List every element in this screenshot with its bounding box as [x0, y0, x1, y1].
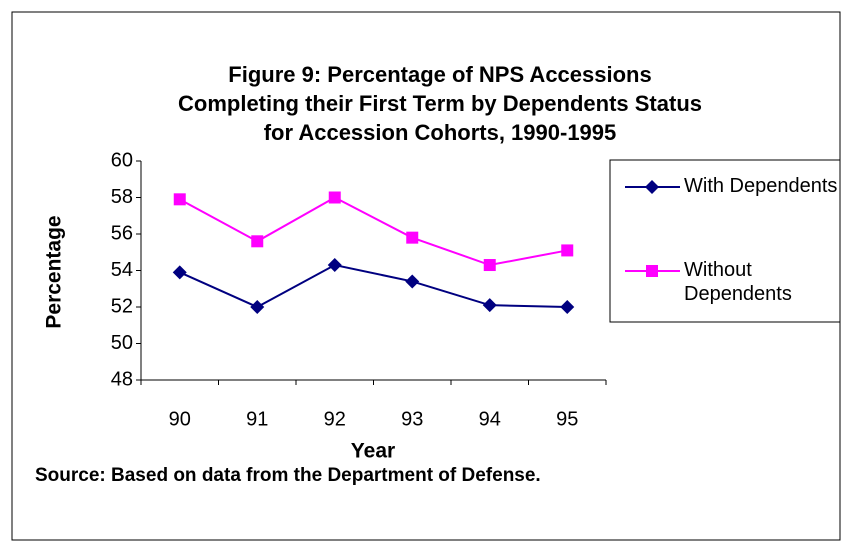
- legend-marker: [646, 265, 658, 277]
- y-axis-label: Percentage: [43, 215, 66, 328]
- y-tick-label: 56: [111, 222, 133, 244]
- x-tick-label: 95: [556, 408, 578, 430]
- data-point: [406, 231, 419, 244]
- y-tick-label: 60: [111, 149, 133, 171]
- legend-label: With Dependents: [684, 175, 838, 197]
- y-tick-label: 48: [111, 368, 133, 390]
- source-note: Source: Based on data from the Departmen…: [35, 465, 541, 486]
- data-point: [172, 265, 187, 280]
- data-point: [482, 298, 497, 313]
- data-point: [483, 259, 496, 272]
- x-tick-label: 90: [169, 408, 191, 430]
- legend-label: Without Dependents: [684, 259, 792, 305]
- x-tick-label: 94: [479, 408, 501, 430]
- data-point: [328, 191, 341, 204]
- legend-marker: [645, 180, 659, 194]
- x-tick-label: 91: [246, 408, 268, 430]
- data-point: [327, 258, 342, 273]
- series-line: [179, 196, 568, 267]
- data-point: [561, 244, 574, 257]
- y-tick-label: 50: [111, 332, 133, 354]
- x-tick-label: 93: [401, 408, 423, 430]
- y-tick-label: 54: [111, 259, 133, 281]
- series-line: [179, 263, 568, 309]
- data-point: [250, 300, 265, 314]
- x-tick-label: 92: [324, 408, 346, 430]
- data-point: [560, 300, 575, 314]
- data-point: [173, 193, 186, 206]
- chart-title: Figure 9: Percentage of NPS Accessions C…: [178, 62, 702, 145]
- y-tick-label: 52: [111, 295, 133, 317]
- data-point: [405, 274, 420, 289]
- data-point: [251, 235, 264, 248]
- x-axis-label: Year: [351, 440, 395, 463]
- y-tick-label: 58: [111, 186, 133, 208]
